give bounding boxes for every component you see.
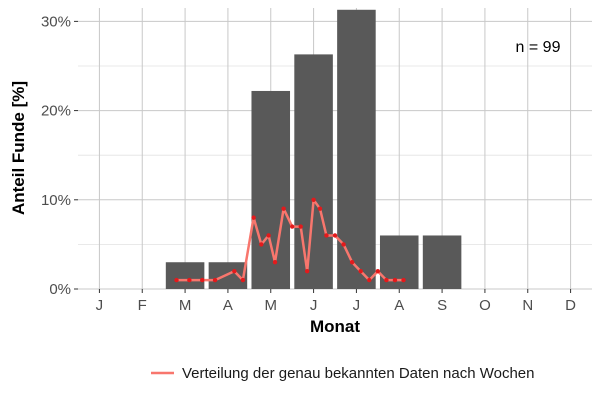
y-axis-ticks: 0% 10% 20% 30% bbox=[41, 13, 78, 298]
weekly-distribution-point bbox=[212, 277, 218, 283]
weekly-distribution-point bbox=[272, 260, 278, 265]
weekly-distribution-point bbox=[281, 206, 286, 211]
x-tick-label: M bbox=[265, 297, 278, 314]
bar-m-2 bbox=[165, 262, 205, 289]
y-tick-label: 10% bbox=[41, 192, 71, 209]
weekly-distribution-point bbox=[367, 277, 372, 283]
weekly-distribution-point bbox=[174, 277, 179, 283]
weekly-distribution-point bbox=[304, 268, 310, 274]
x-tick-label: N bbox=[522, 297, 533, 314]
y-tick-label: 0% bbox=[49, 281, 71, 298]
x-axis-title: Monat bbox=[310, 317, 360, 336]
legend-label: Verteilung der genau bekannten Daten nac… bbox=[182, 365, 535, 382]
weekly-distribution-point bbox=[401, 277, 406, 283]
x-tick-label: J bbox=[310, 297, 318, 314]
x-tick-label: A bbox=[223, 297, 233, 314]
weekly-distribution-point bbox=[187, 277, 192, 283]
y-tick-label: 30% bbox=[41, 13, 71, 30]
weekly-distribution-point bbox=[259, 242, 264, 247]
y-tick-label: 20% bbox=[41, 103, 71, 120]
legend: Verteilung der genau bekannten Daten nac… bbox=[151, 365, 535, 382]
weekly-distribution-point bbox=[240, 277, 246, 283]
weekly-distribution-point bbox=[358, 268, 363, 274]
x-tick-label: F bbox=[138, 297, 147, 314]
weekly-distribution-point bbox=[332, 233, 338, 238]
weekly-distribution-point bbox=[324, 233, 329, 238]
weekly-distribution-point bbox=[384, 277, 389, 283]
weekly-distribution-point bbox=[289, 224, 295, 229]
sample-size-annotation: n = 99 bbox=[516, 39, 561, 56]
weekly-distribution-point bbox=[341, 242, 346, 247]
line-series bbox=[174, 197, 406, 283]
weekly-distribution-point bbox=[232, 268, 237, 274]
weekly-distribution-point bbox=[317, 206, 323, 211]
weekly-distribution-point bbox=[251, 215, 256, 220]
bar-s-8 bbox=[422, 235, 462, 289]
weekly-distribution-point bbox=[375, 268, 381, 274]
bar-j-5 bbox=[294, 54, 333, 290]
bar-a-3 bbox=[208, 262, 248, 289]
bar-j-6 bbox=[337, 9, 376, 290]
x-tick-label: A bbox=[394, 297, 404, 314]
x-tick-label: J bbox=[353, 297, 361, 314]
x-tick-label: S bbox=[437, 297, 447, 314]
bars bbox=[165, 9, 462, 290]
bar-m-4 bbox=[251, 90, 291, 289]
weekly-distribution-point bbox=[311, 197, 316, 202]
x-tick-label: J bbox=[96, 297, 104, 314]
weekly-distribution-point bbox=[392, 277, 398, 283]
weekly-distribution-point bbox=[266, 233, 271, 238]
x-tick-label: M bbox=[179, 297, 192, 314]
weekly-distribution-point bbox=[349, 260, 355, 265]
weekly-distribution-point bbox=[200, 277, 205, 283]
y-axis-title: Anteil Funde [%] bbox=[9, 81, 28, 215]
weekly-distribution-point bbox=[298, 224, 303, 229]
x-tick-label: D bbox=[565, 297, 576, 314]
x-tick-label: O bbox=[479, 297, 491, 314]
